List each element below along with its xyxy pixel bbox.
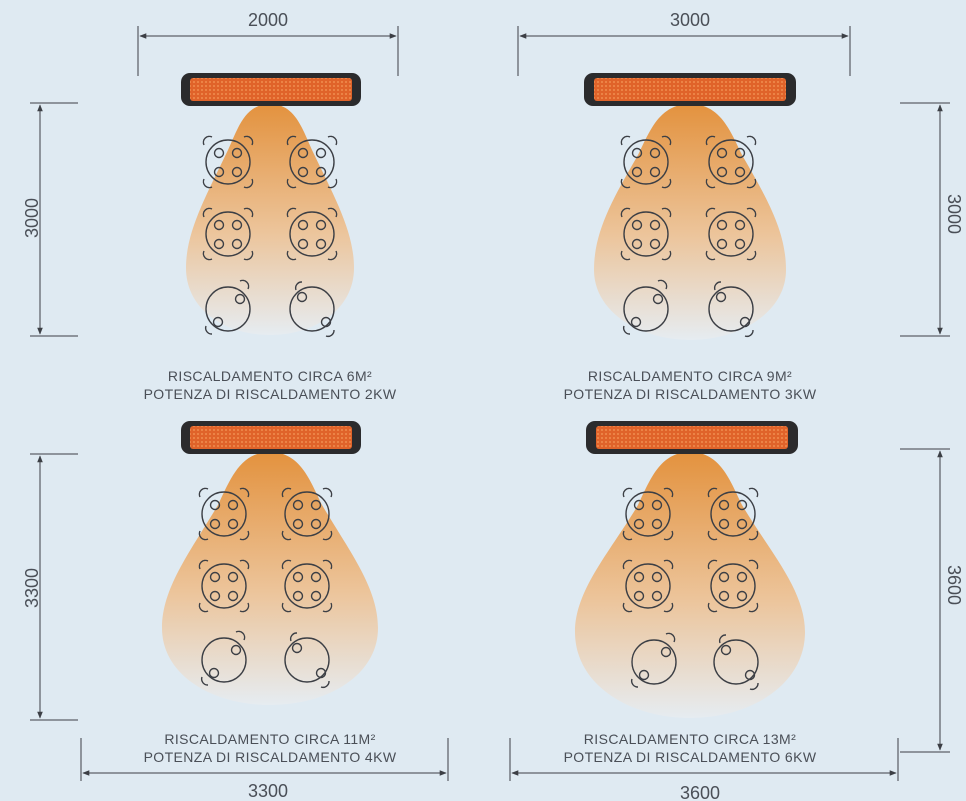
table-4-seat [286,207,338,261]
table-4-seat [198,559,250,613]
panel-2: 3000 3000 RISCALDAMENTO CIRCA 9M² POTENZ… [517,10,964,402]
table-2-seat [630,632,677,688]
power-caption: POTENZA DI RISCALDAMENTO 6KW [564,749,817,765]
area-caption: RISCALDAMENTO CIRCA 9M² [588,368,792,384]
table-2-seat [204,279,251,335]
table-group [622,487,759,691]
heat-zone [575,452,805,718]
power-caption: POTENZA DI RISCALDAMENTO 2KW [144,386,397,402]
table-2-seat [200,630,247,686]
table-4-seat [620,135,672,189]
area-caption: RISCALDAMENTO CIRCA 11M² [164,731,375,747]
table-2-seat [713,634,759,691]
panel-4: 3600 3600 RISCALDAMENTO CIRCA 13M² POTEN… [509,421,964,801]
table-2-seat [284,632,330,689]
table-4-seat [202,207,254,261]
heater-unit [181,421,361,454]
table-4-seat [705,207,757,261]
depth-dimension [30,453,78,721]
table-group [202,135,338,338]
heat-zone [186,104,354,335]
table-4-seat [705,135,757,189]
table-4-seat [622,559,674,613]
table-4-seat [281,487,333,541]
table-4-seat [202,135,254,189]
heater-unit [584,73,796,106]
width-dimension [517,26,851,76]
width-dimension [509,738,899,781]
table-4-seat [707,487,759,541]
power-caption: POTENZA DI RISCALDAMENTO 3KW [564,386,817,402]
power-caption: POTENZA DI RISCALDAMENTO 4KW [144,749,397,765]
table-4-seat [286,135,338,189]
table-2-seat [708,281,754,338]
area-caption: RISCALDAMENTO CIRCA 13M² [584,731,796,747]
width-label: 3600 [680,783,720,801]
depth-label: 3000 [22,198,42,238]
table-group [198,487,333,689]
area-caption: RISCALDAMENTO CIRCA 6M² [168,368,372,384]
depth-dimension [900,448,950,753]
heater-unit [181,73,361,106]
depth-dimension [900,102,950,337]
width-dimension [137,26,399,76]
heater-unit [586,421,798,454]
table-4-seat [620,207,672,261]
panel-3: 3300 3300 RISCALDAMENTO CIRCA 11M² POTEN… [22,421,449,801]
width-label: 2000 [248,10,288,30]
width-label: 3000 [670,10,710,30]
table-4-seat [707,559,759,613]
table-group [620,135,757,338]
table-4-seat [281,559,333,613]
table-2-seat [622,279,669,335]
panel-1: 2000 3000 RISCALDAMENTO CIRCA 6M² POTENZ… [22,10,399,402]
width-label: 3300 [248,781,288,801]
depth-label: 3600 [944,565,964,605]
depth-label: 3000 [944,194,964,234]
depth-dimension [30,102,78,337]
table-2-seat [289,281,335,338]
table-4-seat [198,487,250,541]
depth-label: 3300 [22,568,42,608]
heat-zone [594,104,786,340]
table-4-seat [622,487,674,541]
heat-zone [162,452,378,705]
width-dimension [80,738,449,781]
